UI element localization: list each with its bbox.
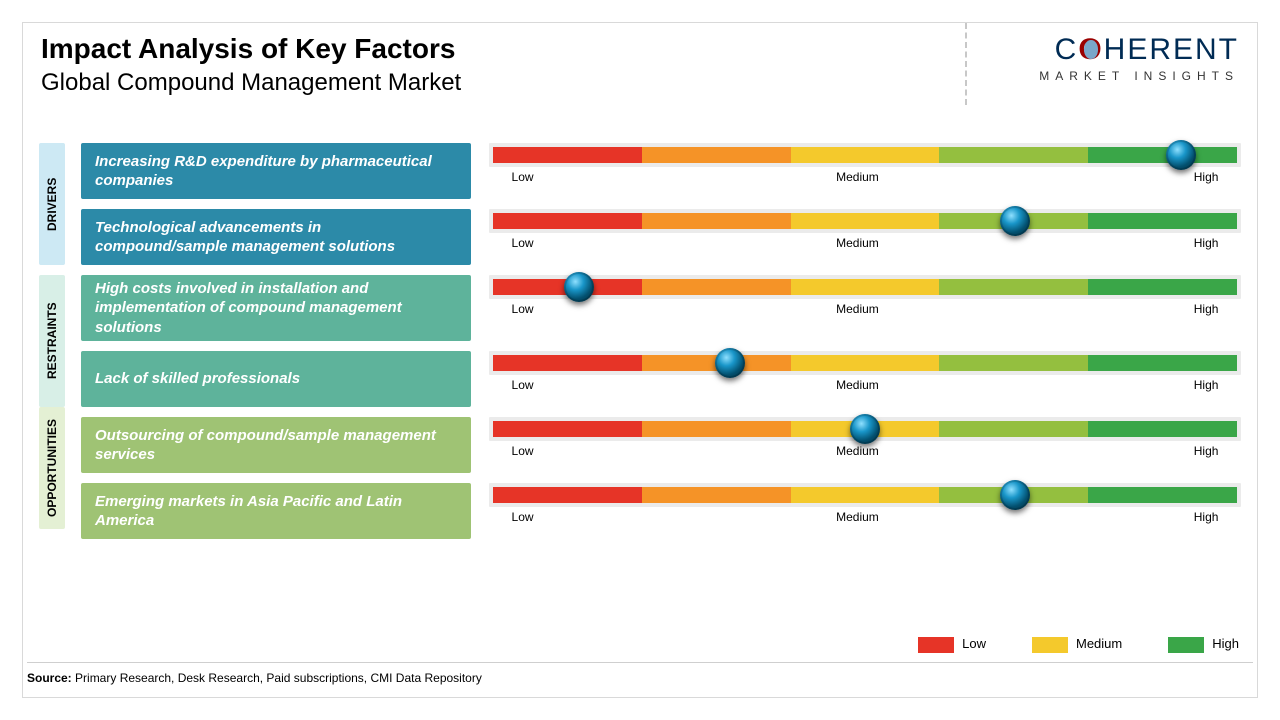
factor-row: High costs involved in installation and … [81, 275, 1241, 341]
impact-slider: LowMediumHigh [489, 275, 1241, 341]
source-note: Source: Primary Research, Desk Research,… [27, 671, 482, 685]
slider-track [489, 143, 1241, 167]
legend-item: High [1168, 636, 1239, 653]
page-subtitle: Global Compound Management Market [41, 69, 461, 97]
header-divider [965, 23, 967, 105]
factors-grid: DRIVERS Increasing R&D expenditure by pha… [23, 143, 1257, 619]
slider-marks: LowMediumHigh [489, 299, 1241, 317]
slider-knob [1166, 140, 1196, 170]
legend-item: Low [918, 636, 986, 653]
slider-track [489, 417, 1241, 441]
slider-marks: LowMediumHigh [489, 167, 1241, 185]
slider-knob [715, 348, 745, 378]
slider-track [489, 275, 1241, 299]
page-title: Impact Analysis of Key Factors [41, 33, 461, 65]
group-tab-opportunities: OPPORTUNITIES [39, 407, 65, 529]
slider-knob [564, 272, 594, 302]
group-tab-restraints: RESTRAINTS [39, 275, 65, 407]
brand-logo-subtext: MARKET INSIGHTS [1039, 69, 1239, 83]
header: Impact Analysis of Key Factors Global Co… [23, 23, 1257, 103]
slider-knob [850, 414, 880, 444]
impact-slider: LowMediumHigh [489, 143, 1241, 199]
legend-item: Medium [1032, 636, 1122, 653]
infographic-frame: Impact Analysis of Key Factors Global Co… [22, 22, 1258, 698]
slider-track [489, 209, 1241, 233]
factor-label: High costs involved in installation and … [81, 275, 471, 341]
group-tab-drivers: DRIVERS [39, 143, 65, 265]
slider-marks: LowMediumHigh [489, 441, 1241, 459]
impact-slider: LowMediumHigh [489, 417, 1241, 473]
slider-marks: LowMediumHigh [489, 507, 1241, 525]
factor-label: Outsourcing of compound/sample managemen… [81, 417, 471, 473]
slider-marks: LowMediumHigh [489, 375, 1241, 393]
slider-track [489, 483, 1241, 507]
factor-label: Lack of skilled professionals [81, 351, 471, 407]
factor-label: Emerging markets in Asia Pacific and Lat… [81, 483, 471, 539]
factor-row: Outsourcing of compound/sample managemen… [81, 417, 1241, 473]
factor-row: Technological advancements in compound/s… [81, 209, 1241, 265]
brand-logo-text: COHERENT [1055, 33, 1239, 67]
slider-marks: LowMediumHigh [489, 233, 1241, 251]
slider-knob [1000, 206, 1030, 236]
slider-knob [1000, 480, 1030, 510]
factor-label: Technological advancements in compound/s… [81, 209, 471, 265]
factor-row: Lack of skilled professionals LowMediumHi… [81, 351, 1241, 407]
factor-row: Emerging markets in Asia Pacific and Lat… [81, 483, 1241, 539]
impact-slider: LowMediumHigh [489, 351, 1241, 407]
impact-slider: LowMediumHigh [489, 483, 1241, 539]
factor-row: Increasing R&D expenditure by pharmaceut… [81, 143, 1241, 199]
brand-logo: COHERENT MARKET INSIGHTS [1039, 33, 1239, 83]
impact-slider: LowMediumHigh [489, 209, 1241, 265]
footer-divider [27, 662, 1253, 663]
slider-track [489, 351, 1241, 375]
legend: Low Medium High [918, 636, 1239, 653]
factor-label: Increasing R&D expenditure by pharmaceut… [81, 143, 471, 199]
